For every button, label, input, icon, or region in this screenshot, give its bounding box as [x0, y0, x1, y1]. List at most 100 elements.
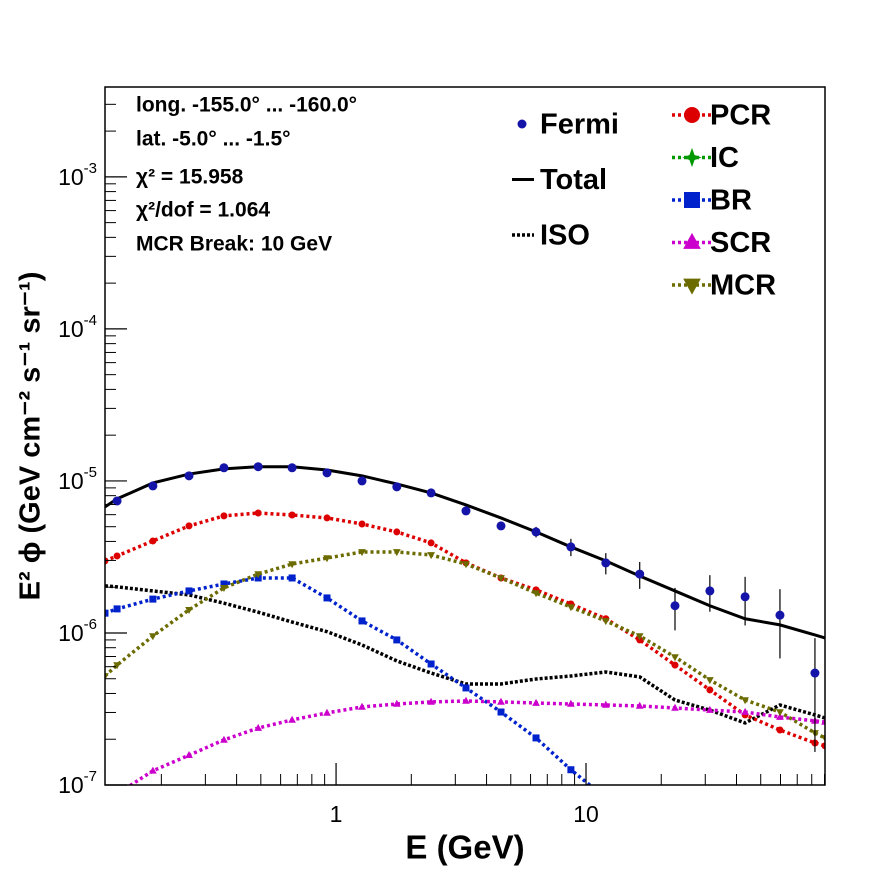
marker	[149, 537, 157, 545]
legend-label: PCR	[710, 100, 771, 132]
marker	[683, 232, 701, 249]
marker	[149, 633, 157, 641]
marker	[706, 705, 714, 713]
marker	[288, 511, 296, 519]
marker	[821, 742, 825, 750]
marker	[601, 700, 610, 708]
marker	[776, 712, 784, 720]
marker	[113, 662, 121, 670]
marker	[462, 561, 470, 569]
marker	[253, 462, 263, 472]
y-tick-label: 10-7	[58, 768, 97, 798]
marker	[149, 766, 157, 774]
series-line	[127, 699, 825, 785]
marker	[567, 766, 575, 774]
marker	[741, 697, 749, 705]
marker	[254, 571, 263, 579]
marker	[392, 482, 402, 492]
marker	[288, 561, 296, 569]
marker	[671, 703, 679, 711]
marker	[220, 580, 228, 588]
marker	[426, 488, 436, 498]
marker	[531, 527, 541, 537]
marker	[427, 552, 435, 560]
marker	[684, 107, 700, 123]
marker	[220, 585, 228, 593]
marker	[671, 654, 679, 662]
marker	[113, 552, 121, 560]
marker	[358, 549, 366, 557]
marker	[357, 476, 367, 486]
y-tick-exponent: -5	[84, 464, 97, 481]
marker	[705, 586, 715, 596]
marker	[532, 698, 540, 706]
marker	[810, 668, 820, 678]
marker	[393, 636, 401, 644]
marker	[706, 677, 714, 685]
annotation: χ² = 15.958	[136, 166, 244, 189]
annotation: lat. -5.0° ... -1.5°	[136, 128, 291, 151]
marker	[635, 569, 645, 579]
legend-label: Total	[540, 164, 607, 196]
frame	[104, 86, 826, 786]
marker	[322, 468, 332, 478]
y-tick-base: 10	[58, 164, 84, 190]
marker	[567, 604, 575, 612]
marker	[112, 496, 122, 506]
marker	[288, 715, 296, 723]
series-line	[105, 465, 825, 640]
marker	[219, 463, 229, 473]
marker	[287, 463, 297, 473]
legend-label: ISO	[540, 220, 590, 252]
marker	[532, 734, 540, 742]
marker	[821, 735, 825, 743]
x-tick-label: 10	[573, 801, 599, 827]
marker	[601, 558, 611, 568]
y-tick-base: 10	[58, 316, 84, 342]
plot-area	[105, 462, 825, 785]
marker	[671, 661, 679, 669]
marker	[821, 717, 825, 725]
y-tick-exponent: -4	[84, 312, 97, 329]
legend-label: BR	[710, 185, 752, 217]
y-tick-label: 10-3	[58, 160, 97, 190]
marker	[462, 696, 470, 704]
marker	[185, 587, 193, 595]
marker	[288, 574, 296, 582]
marker	[497, 708, 505, 716]
marker	[358, 617, 366, 625]
y-tick-label: 10-6	[58, 616, 97, 646]
marker	[323, 555, 331, 563]
marker	[775, 610, 785, 620]
marker	[427, 697, 435, 705]
legend-label: IC	[710, 142, 739, 174]
y-tick-label: 10-5	[58, 464, 97, 494]
marker	[105, 673, 109, 681]
marker	[496, 521, 506, 531]
marker	[532, 590, 540, 598]
marker	[740, 592, 750, 602]
marker	[105, 609, 109, 617]
y-tick-exponent: -6	[84, 616, 97, 633]
marker	[601, 618, 610, 626]
marker	[776, 726, 784, 734]
marker	[358, 702, 366, 710]
marker	[684, 192, 700, 208]
marker	[741, 707, 749, 715]
marker	[185, 522, 193, 530]
marker	[323, 514, 331, 522]
y-tick-exponent: -3	[84, 160, 97, 177]
marker	[254, 723, 263, 731]
marker	[185, 751, 193, 759]
marker	[323, 708, 331, 716]
series-line	[105, 584, 825, 725]
annotation: MCR Break: 10 GeV	[136, 233, 332, 256]
marker	[392, 549, 401, 557]
marker	[220, 512, 228, 520]
marker	[358, 520, 366, 528]
legend-label: SCR	[710, 227, 771, 259]
marker	[393, 528, 401, 536]
marker	[566, 542, 576, 552]
